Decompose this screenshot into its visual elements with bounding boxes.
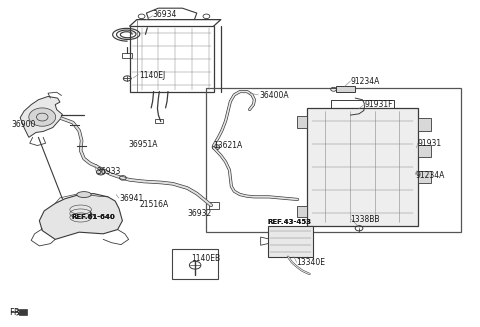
Bar [418, 171, 431, 183]
Polygon shape [20, 96, 62, 137]
Bar [122, 53, 132, 58]
Text: 21516A: 21516A [139, 200, 168, 209]
Text: REF.61-640: REF.61-640 [71, 215, 115, 220]
Text: REF.61-640: REF.61-640 [71, 214, 115, 220]
Text: 13621A: 13621A [214, 141, 243, 150]
Circle shape [212, 145, 220, 150]
Text: 13340E: 13340E [297, 258, 325, 267]
Ellipse shape [77, 192, 91, 198]
Bar [172, 249, 218, 279]
Text: 36951A: 36951A [129, 140, 158, 149]
Text: 1140EJ: 1140EJ [139, 71, 166, 80]
Bar [268, 226, 313, 257]
Bar [130, 26, 214, 92]
Text: 1140EB: 1140EB [191, 253, 220, 263]
Text: REF.43-453: REF.43-453 [268, 219, 312, 225]
Bar [155, 119, 163, 123]
Text: 36934: 36934 [153, 10, 177, 19]
Text: 1338BB: 1338BB [350, 215, 380, 224]
Text: 36900: 36900 [12, 120, 36, 129]
Text: 91234A: 91234A [415, 171, 444, 180]
Text: 36941: 36941 [119, 194, 144, 203]
Text: 91931: 91931 [418, 139, 442, 148]
Text: 36933: 36933 [96, 167, 120, 176]
Bar [418, 118, 431, 131]
Bar [209, 202, 219, 209]
Text: 91931F: 91931F [365, 100, 393, 109]
Bar [19, 309, 27, 315]
Text: 36932: 36932 [187, 209, 212, 218]
Polygon shape [39, 194, 122, 239]
Bar [297, 116, 307, 128]
Text: FR: FR [9, 308, 19, 317]
Bar [206, 88, 461, 232]
Bar [336, 86, 355, 92]
Circle shape [29, 108, 56, 126]
Text: REF.43-453: REF.43-453 [268, 219, 312, 225]
Circle shape [96, 169, 105, 175]
Bar [418, 145, 431, 157]
Bar [307, 108, 418, 226]
Text: 91234A: 91234A [350, 77, 380, 86]
Text: 36400A: 36400A [259, 91, 289, 100]
Bar [297, 206, 307, 217]
